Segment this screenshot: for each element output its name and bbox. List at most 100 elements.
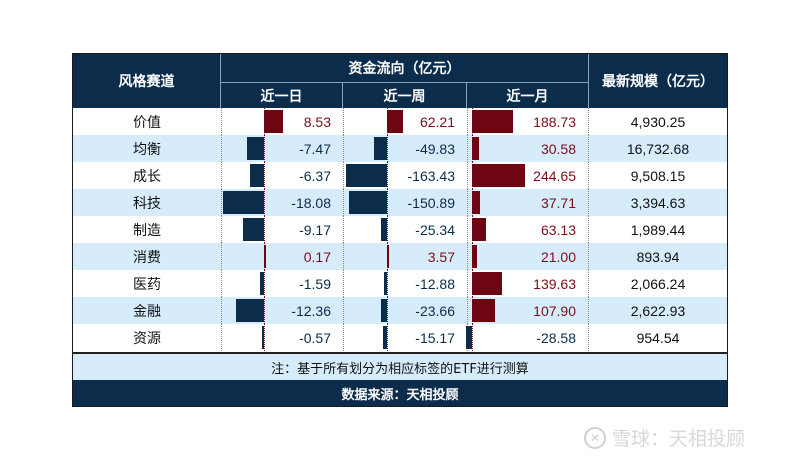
flow-value: 188.73 xyxy=(533,113,576,130)
flow-cell-week: -12.88 xyxy=(343,270,467,297)
flow-bar xyxy=(250,164,264,187)
flow-cell-week: -15.17 xyxy=(343,324,467,351)
bar-axis xyxy=(387,297,388,324)
flow-bar xyxy=(466,326,472,349)
flow-cell-day: -18.08 xyxy=(221,189,343,216)
flow-bar xyxy=(346,164,387,187)
flow-bar xyxy=(264,110,283,133)
bar-axis xyxy=(264,324,265,351)
flow-bar xyxy=(262,326,264,349)
bar-axis xyxy=(387,135,388,162)
flow-value: 8.53 xyxy=(303,113,331,130)
flow-cell-week: -150.89 xyxy=(343,189,467,216)
table-row: 均衡 -7.47 -49.83 30.58 16,732.68 xyxy=(73,135,727,162)
flow-cell-month: 244.65 xyxy=(467,162,588,189)
flow-cell-month: 107.90 xyxy=(467,297,588,324)
table-row: 价值 8.53 62.21 188.73 4,930.25 xyxy=(73,108,727,135)
flow-value: -28.58 xyxy=(536,329,576,346)
table-note: 注：基于所有划分为相应标签的ETF进行测算 xyxy=(73,352,727,380)
scale-value: 9,508.15 xyxy=(588,162,727,189)
style-name: 消费 xyxy=(133,249,161,266)
flow-bar xyxy=(472,299,495,322)
flow-value: 37.71 xyxy=(540,194,576,211)
flow-cell-month: 188.73 xyxy=(467,108,588,135)
bar-axis xyxy=(264,297,265,324)
flow-bar xyxy=(381,299,387,322)
flow-value: -18.08 xyxy=(291,194,331,211)
flow-cell-month: 139.63 xyxy=(467,270,588,297)
header-day: 近一日 xyxy=(221,83,343,108)
table-row: 科技 -18.08 -150.89 37.71 3,394.63 xyxy=(73,189,727,216)
flow-value: -15.17 xyxy=(415,329,455,346)
flow-bar xyxy=(472,164,525,187)
bar-axis xyxy=(472,324,473,351)
flow-value: -49.83 xyxy=(415,140,455,157)
style-name: 医药 xyxy=(133,276,161,293)
flow-value: 139.63 xyxy=(533,275,576,292)
bar-axis xyxy=(387,324,388,351)
bar-axis xyxy=(387,162,388,189)
flow-cell-week: -23.66 xyxy=(343,297,467,324)
style-name: 金融 xyxy=(133,303,161,320)
flow-bar xyxy=(387,245,389,268)
flow-bar xyxy=(260,272,264,295)
fund-flow-table: 风格赛道 资金流向（亿元） 近一日 近一周 近一月 最新规模（亿元） 价值 8.5… xyxy=(72,53,728,407)
bar-axis xyxy=(264,135,265,162)
flow-cell-day: -6.37 xyxy=(221,162,343,189)
flow-bar xyxy=(472,245,477,268)
scale-value: 2,622.93 xyxy=(588,297,727,324)
style-name: 成长 xyxy=(133,168,161,185)
header-style: 风格赛道 xyxy=(73,54,221,108)
flow-value: 63.13 xyxy=(540,221,576,238)
flow-bar xyxy=(472,191,480,214)
flow-bar xyxy=(383,326,387,349)
flow-value: -6.37 xyxy=(299,167,331,184)
flow-value: -12.36 xyxy=(291,302,331,319)
flow-bar xyxy=(247,137,264,160)
flow-bar xyxy=(381,218,387,241)
style-name: 科技 xyxy=(133,195,161,212)
flow-value: 3.57 xyxy=(427,248,455,265)
flow-cell-week: 62.21 xyxy=(343,108,467,135)
scale-value: 893.94 xyxy=(588,243,727,270)
flow-cell-month: -28.58 xyxy=(466,324,588,351)
flow-cell-day: 8.53 xyxy=(221,108,343,135)
style-name: 价值 xyxy=(133,114,161,131)
flow-value: 107.90 xyxy=(533,302,576,319)
flow-bar xyxy=(374,137,387,160)
flow-bar xyxy=(384,272,387,295)
flow-bar xyxy=(264,245,266,268)
watermark-text: 雪球：天相投顾 xyxy=(612,428,746,450)
scale-value: 954.54 xyxy=(588,324,727,351)
scale-value: 2,066.24 xyxy=(588,270,727,297)
flow-value: 0.17 xyxy=(303,248,331,265)
bar-axis xyxy=(387,216,388,243)
style-name: 资源 xyxy=(133,330,161,347)
flow-bar xyxy=(472,218,486,241)
flow-cell-month: 21.00 xyxy=(467,243,588,270)
flow-bar xyxy=(349,191,387,214)
flow-cell-day: -9.17 xyxy=(221,216,343,243)
flow-value: -25.34 xyxy=(415,221,455,238)
flow-value: -23.66 xyxy=(415,302,455,319)
flow-value: -150.89 xyxy=(407,194,455,211)
flow-value: -163.43 xyxy=(407,167,455,184)
flow-cell-month: 37.71 xyxy=(467,189,588,216)
flow-bar xyxy=(236,299,264,322)
header-scale: 最新规模（亿元） xyxy=(588,54,727,108)
flow-value: -7.47 xyxy=(299,140,331,157)
flow-value: 30.58 xyxy=(540,140,576,157)
flow-bar xyxy=(472,272,502,295)
flow-bar xyxy=(223,191,264,214)
flow-cell-week: 3.57 xyxy=(343,243,467,270)
bar-axis xyxy=(387,270,388,297)
bar-axis xyxy=(264,216,265,243)
header-week: 近一周 xyxy=(343,83,467,108)
flow-cell-day: -0.57 xyxy=(221,324,343,351)
flow-cell-day: 0.17 xyxy=(221,243,343,270)
style-name: 均衡 xyxy=(133,141,161,158)
flow-value: -0.57 xyxy=(299,329,331,346)
flow-cell-week: -163.43 xyxy=(343,162,467,189)
bar-axis xyxy=(264,270,265,297)
table-row: 资源 -0.57 -15.17 -28.58 954.54 xyxy=(73,324,727,351)
